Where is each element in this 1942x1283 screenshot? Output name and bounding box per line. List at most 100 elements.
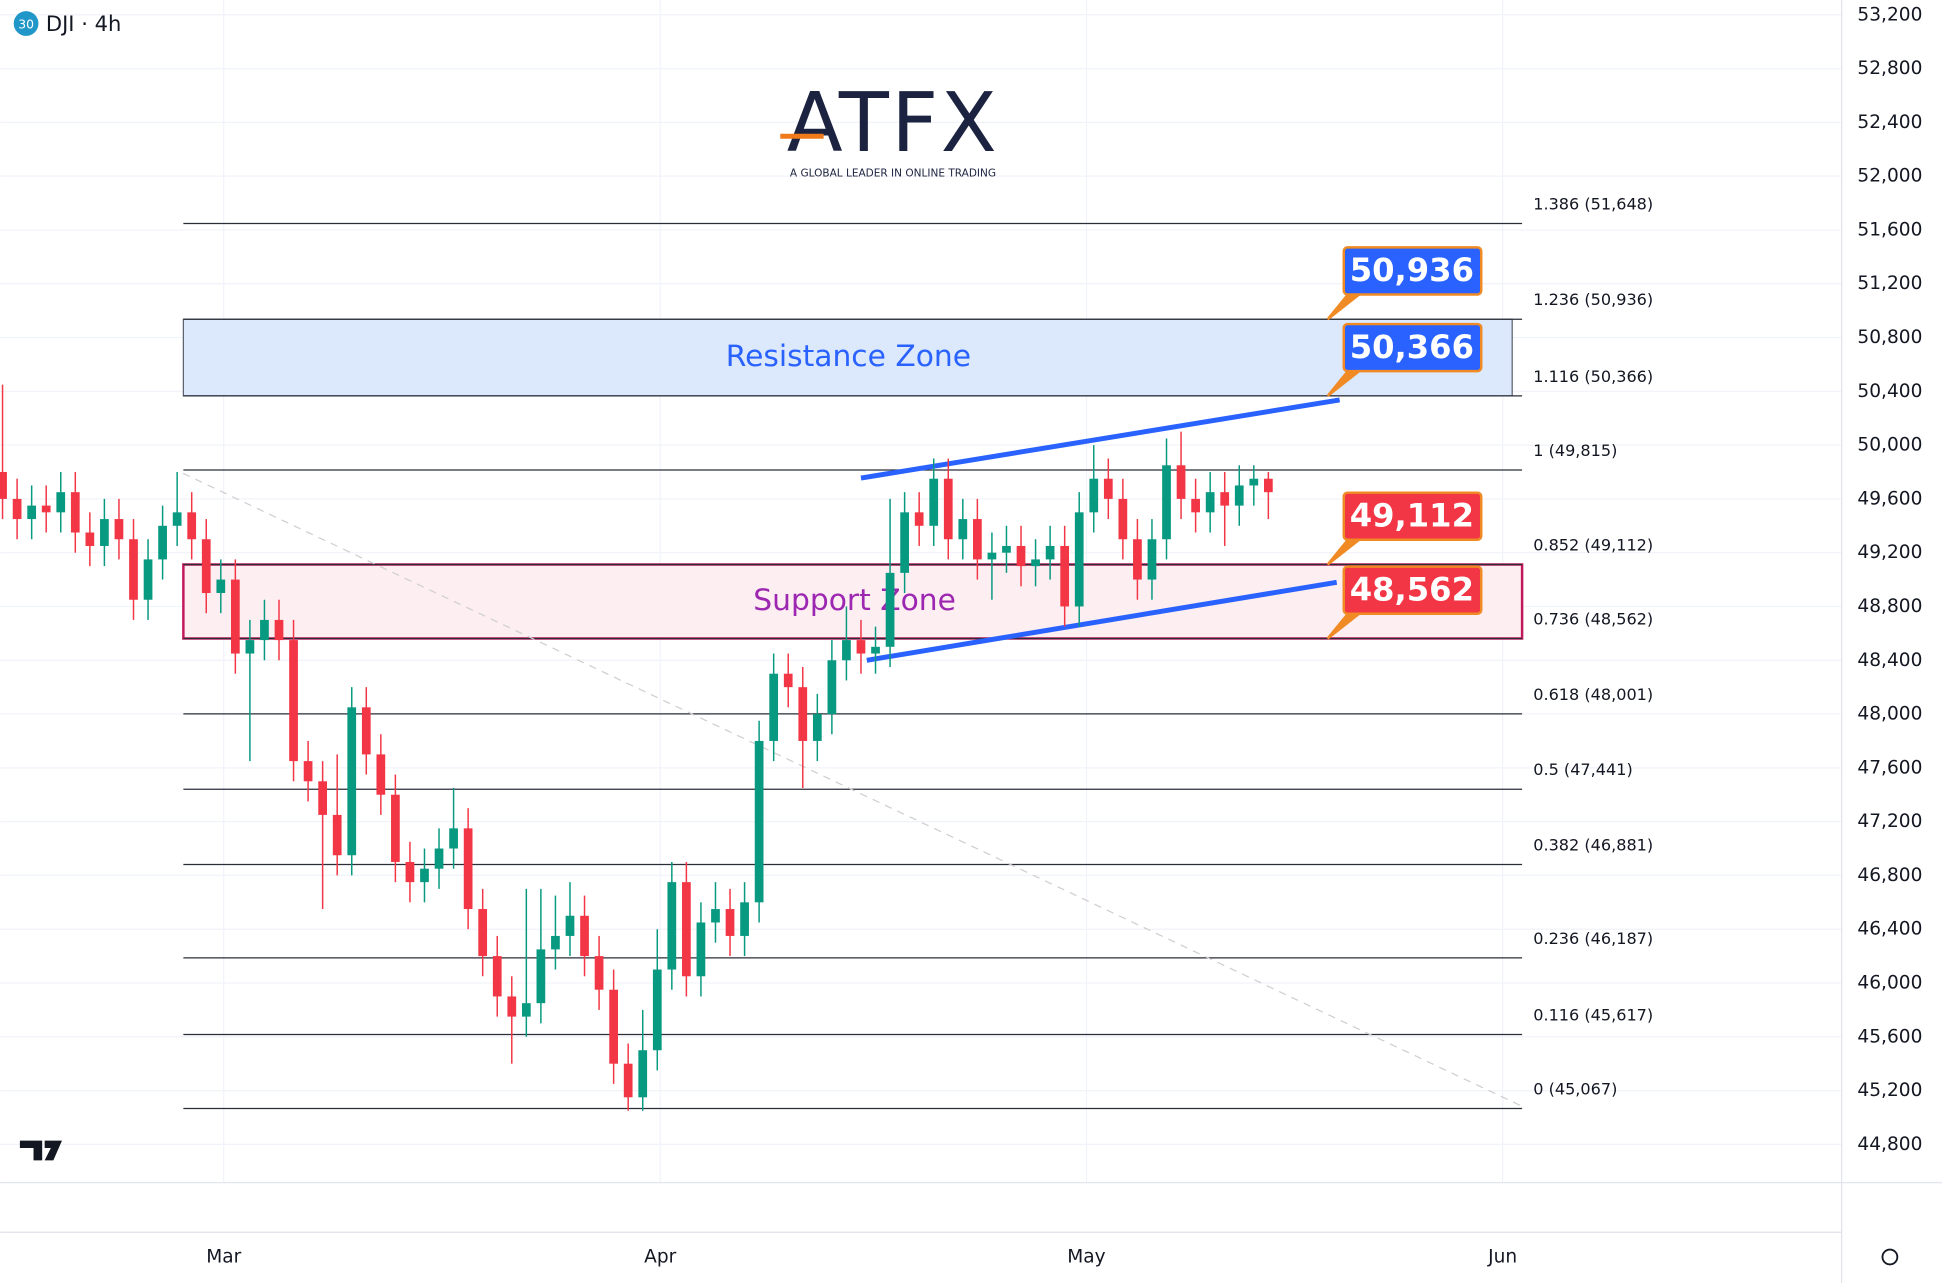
y-tick-label: 47,600	[1857, 757, 1922, 778]
candle-body	[885, 572, 895, 647]
candle-body	[551, 935, 560, 950]
candle-body	[274, 619, 284, 641]
candle-body	[41, 505, 51, 513]
fib-label: 1 (49,815)	[1533, 441, 1617, 460]
callout-box	[1342, 322, 1483, 373]
candle-body	[0, 471, 7, 499]
y-tick-label: 49,200	[1857, 542, 1922, 563]
candle-body	[973, 519, 982, 560]
candle-body	[682, 882, 691, 977]
candle-body	[842, 640, 851, 661]
x-tick-label: Mar	[206, 1246, 241, 1267]
y-tick-label: 52,400	[1857, 112, 1922, 133]
candle-body	[27, 505, 37, 520]
candle-body	[1147, 539, 1157, 580]
candle-body	[1162, 465, 1171, 540]
fib-label: 0.852 (49,112)	[1533, 535, 1653, 554]
candle-body	[143, 559, 153, 600]
y-tick-label: 51,200	[1857, 273, 1922, 294]
candle-body	[667, 882, 677, 970]
x-tick-label: Apr	[644, 1246, 676, 1267]
candle-body	[1045, 545, 1055, 560]
candle-body	[725, 909, 735, 936]
candle-body	[1016, 545, 1026, 567]
trend-line	[866, 579, 1338, 663]
zone	[182, 563, 1524, 640]
fib-label: 0.236 (46,187)	[1533, 929, 1653, 948]
y-tick-label: 46,800	[1857, 865, 1922, 886]
candle-body	[1191, 498, 1200, 513]
logo: ATFX	[787, 76, 999, 171]
candle-body	[420, 868, 429, 883]
y-tick-label: 48,800	[1857, 596, 1922, 617]
settings-icon[interactable]	[1881, 1248, 1899, 1266]
badge	[13, 11, 39, 36]
candle-body	[158, 525, 167, 560]
candle-body	[1249, 478, 1259, 486]
plot: Resistance Zone Support Zone 1.386 (51,648…	[0, 194, 1653, 1111]
candle-body	[754, 740, 764, 903]
candle-body	[594, 956, 604, 990]
fib-label: 0.382 (46,881)	[1533, 835, 1653, 854]
candle-body	[536, 949, 546, 1004]
candle-body	[943, 478, 953, 540]
candle-body	[245, 640, 255, 654]
badge-text: 30	[18, 17, 34, 31]
candle-body	[987, 552, 997, 560]
callout-box	[1342, 565, 1483, 615]
candle-body	[711, 909, 720, 923]
candle-body	[1205, 492, 1215, 513]
callout-label: 48,562	[1350, 570, 1474, 608]
candle-body	[114, 519, 124, 540]
candle-body	[172, 512, 182, 526]
candle-body	[129, 539, 138, 600]
zone-label: Support Zone	[753, 583, 956, 618]
callout-label: 50,936	[1350, 251, 1474, 289]
candle-body	[463, 828, 473, 910]
y-tick-label: 51,600	[1857, 219, 1922, 240]
x-tick-label: Jun	[1487, 1246, 1517, 1267]
candle-body	[1060, 545, 1070, 607]
callout-label: 49,112	[1350, 496, 1474, 534]
candle-body	[1118, 498, 1128, 540]
callout-label: 50,366	[1350, 328, 1474, 366]
candle-body	[1176, 465, 1186, 499]
candle-body	[827, 660, 837, 715]
y-tick-label: 48,000	[1857, 704, 1922, 725]
candle-body	[871, 646, 880, 654]
candle-body	[1133, 539, 1142, 580]
y-tick-label: 46,000	[1857, 972, 1922, 993]
logo-tagline: A GLOBAL LEADER IN ONLINE TRADING	[790, 167, 996, 179]
y-tick-label: 49,600	[1857, 488, 1922, 509]
candle-body	[1031, 559, 1040, 567]
candle-body	[405, 861, 415, 883]
candle-body	[230, 579, 240, 654]
y-tick-label: 47,200	[1857, 811, 1922, 832]
candle-body	[56, 492, 66, 513]
candle-body	[783, 673, 793, 688]
callout-box	[1342, 246, 1483, 296]
y-tick-label: 45,600	[1857, 1026, 1922, 1047]
candle-body	[492, 956, 502, 997]
fib-label: 1.236 (50,936)	[1533, 290, 1653, 309]
candle-body	[580, 915, 589, 957]
trend-line	[182, 472, 1522, 1107]
fib-label: 0 (45,067)	[1533, 1079, 1617, 1098]
candle-body	[812, 714, 822, 741]
candle-body	[565, 915, 575, 936]
candle-body	[85, 532, 95, 546]
candle-body	[1103, 478, 1113, 499]
candle-body	[638, 1050, 648, 1098]
candle-body	[260, 619, 269, 641]
candle-body	[1002, 545, 1011, 553]
candle-body	[289, 640, 298, 762]
candle-body	[1089, 478, 1099, 513]
candle-body	[696, 922, 706, 977]
y-tick-label: 50,000	[1857, 435, 1922, 456]
candle-body	[361, 707, 371, 755]
y-tick-label: 44,800	[1857, 1134, 1922, 1155]
y-tick-label: 50,400	[1857, 381, 1922, 402]
candle-body	[521, 1003, 531, 1017]
fib-label: 0.116 (45,617)	[1533, 1005, 1653, 1024]
